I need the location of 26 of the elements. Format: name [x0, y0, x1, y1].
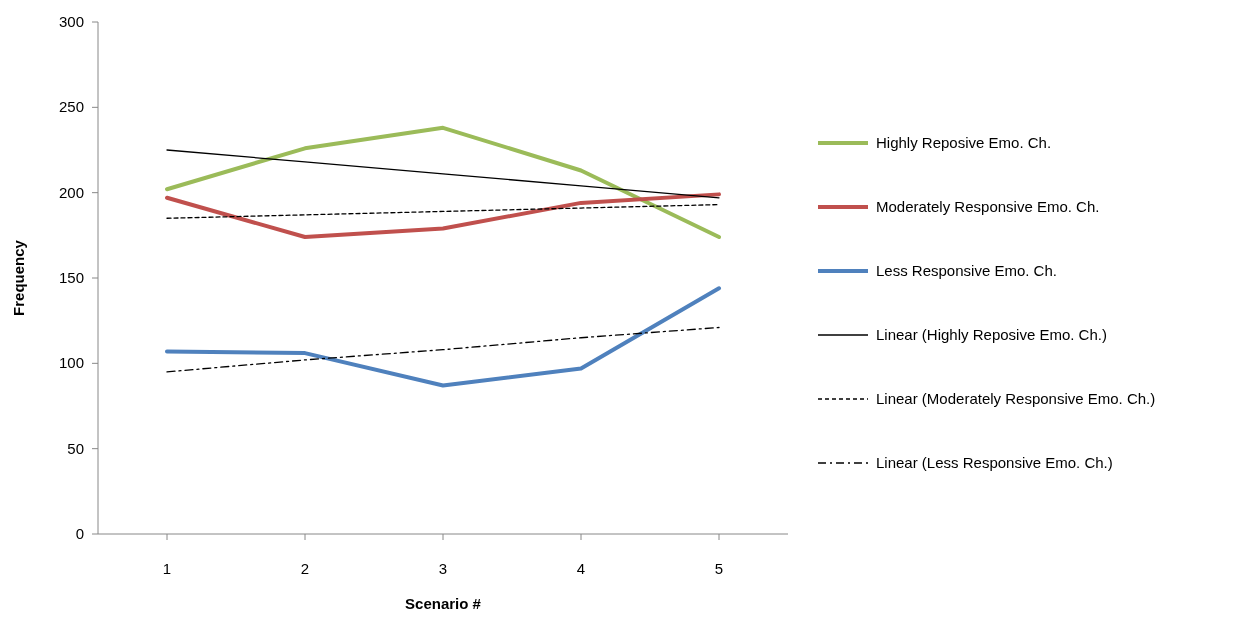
legend-label: Linear (Highly Reposive Emo. Ch.)	[876, 326, 1107, 343]
legend-label: Linear (Moderately Responsive Emo. Ch.)	[876, 390, 1156, 407]
line-series	[165, 192, 721, 240]
x-tick-label: 4	[576, 560, 586, 577]
y-tick-label: 0	[75, 525, 84, 542]
line-series	[165, 286, 721, 388]
y-tick-label: 100	[58, 354, 84, 372]
legend-label: Linear (Less Responsive Emo. Ch.)	[876, 454, 1113, 471]
y-tick-label: 250	[58, 98, 84, 116]
y-tick-label: 150	[58, 269, 84, 286]
legend-label: Highly Reposive Emo. Ch.	[876, 134, 1052, 151]
y-tick-label: 300	[58, 13, 84, 30]
x-tick-label: 3	[438, 560, 448, 577]
y-tick-label: 50	[67, 439, 84, 457]
legend-label: Less Responsive Emo. Ch.	[876, 262, 1057, 279]
y-tick-label: 200	[58, 183, 84, 201]
line-series	[166, 203, 720, 219]
x-tick-label: 2	[300, 560, 310, 577]
line-series	[166, 149, 720, 199]
x-axis-title: Scenario #	[405, 595, 482, 612]
y-axis-title: Frequency	[10, 239, 27, 316]
legend-label: Moderately Responsive Emo. Ch.	[876, 198, 1100, 215]
line-series	[166, 326, 720, 373]
x-tick-label: 5	[714, 560, 724, 577]
line-series	[165, 125, 721, 240]
x-tick-label: 1	[162, 560, 172, 577]
